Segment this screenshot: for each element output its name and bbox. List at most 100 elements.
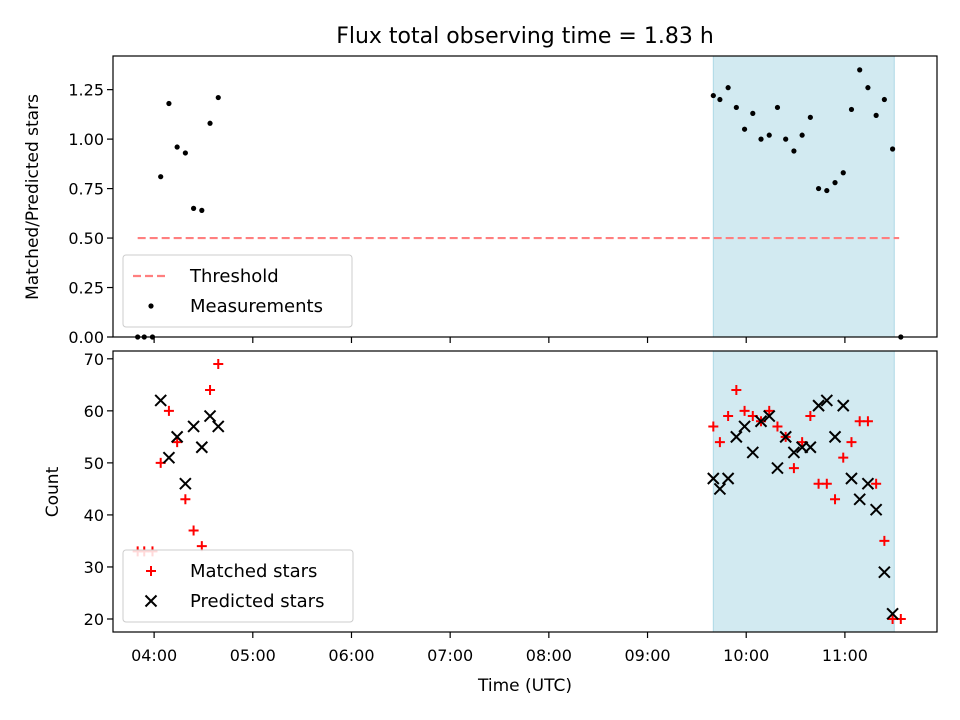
predicted-star-point: [869, 503, 883, 516]
measurement-point: [807, 114, 813, 120]
top-panel-ratio: 0.00 0.25 0.50 0.75 1.00 1.25 Matched/Predict…: [23, 55, 938, 347]
observing-window-shade-bottom: [712, 350, 895, 633]
predicted-star-point: [754, 415, 768, 428]
measurement-point: [824, 187, 830, 194]
measurement-point: [799, 132, 805, 138]
y-tick-label: 40: [84, 506, 104, 525]
matched-star-point: [739, 405, 750, 416]
legend-label: Measurements: [190, 296, 323, 317]
predicted-star-point: [707, 472, 720, 485]
measurement-point: [166, 100, 172, 107]
measurement-point: [766, 132, 772, 138]
marks-top: [135, 67, 904, 340]
x-axis-label: Time (UTC): [477, 676, 572, 696]
measurement-point: [881, 96, 887, 103]
x-tick-label: 11:00: [822, 646, 868, 665]
matched-star-point: [838, 452, 849, 463]
chart-title: Flux total observing time = 1.83 h: [336, 24, 714, 49]
legend-box: [122, 549, 354, 623]
legend-predicted-swatch: [144, 594, 158, 608]
measurement-point: [182, 150, 188, 156]
matched-star-point: [805, 411, 816, 422]
x-ticks-top: [153, 337, 846, 343]
matched-star-point: [862, 416, 873, 427]
y-tick-label: 1.00: [68, 130, 104, 149]
y-tick-label: 1.25: [68, 81, 104, 100]
matched-star-point: [821, 478, 832, 489]
measurement-point: [774, 104, 781, 111]
x-tick-label: 05:00: [230, 646, 276, 665]
y-tick-label: 30: [84, 558, 104, 577]
matched-star-point: [714, 437, 725, 448]
matched-star-point: [180, 494, 191, 505]
measurement-point: [791, 148, 797, 154]
matched-star-point: [764, 405, 775, 416]
measurement-point: [832, 180, 838, 186]
axes-frame-top: [112, 55, 938, 338]
measurement-point: [865, 85, 871, 91]
measurement-point: [158, 174, 164, 180]
legend-matched-swatch: [146, 566, 156, 576]
x-tick-label: 04:00: [131, 646, 177, 665]
predicted-star-point: [886, 607, 899, 620]
bottom-panel-counts: 20 30 40 50 60 70 04:00 05:00 06:00 07:00 08:00 09…: [43, 350, 938, 696]
measurement-point: [190, 205, 197, 211]
measurement-point: [725, 85, 731, 91]
matched-star-point: [188, 525, 199, 536]
legend-top: Threshold Measurements: [122, 254, 353, 328]
matched-star-point: [830, 494, 841, 505]
x-tick-label: 10:00: [723, 646, 769, 665]
measurement-point: [207, 120, 213, 126]
matched-star-point: [846, 437, 857, 448]
legend-measurement-swatch: [148, 303, 154, 309]
predicted-star-point: [730, 430, 743, 444]
matched-star-point: [772, 421, 783, 432]
matched-star-point: [708, 421, 719, 432]
predicted-star-point: [812, 399, 825, 412]
measurement-point: [717, 96, 723, 103]
y-tick-label: 70: [84, 350, 104, 369]
predicted-star-point: [771, 461, 784, 475]
predicted-star-point: [878, 565, 891, 579]
x-ticks-bottom: 04:00 05:00 06:00 07:00 08:00 09:00 10:00 11:00: [131, 632, 868, 665]
measurement-point: [848, 106, 855, 113]
measurement-point: [199, 207, 205, 213]
predicted-star-point: [763, 409, 776, 423]
matched-star-point: [723, 411, 734, 422]
axes-frame-bottom: [112, 350, 938, 633]
predicted-star-point: [738, 420, 751, 433]
measurement-point: [857, 67, 863, 73]
predicted-star-point: [779, 430, 792, 444]
measurement-point: [215, 94, 221, 101]
measurement-point: [889, 146, 896, 152]
matched-star-point: [788, 463, 799, 474]
y-axis-label-top: Matched/Predicted stars: [23, 94, 43, 300]
y-tick-label: 0.00: [68, 328, 104, 347]
predicted-star-point: [713, 482, 727, 496]
predicted-star-point: [721, 472, 735, 485]
y-ticks-top: 0.00 0.25 0.50 0.75 1.00 1.25: [68, 81, 113, 347]
predicted-star-point: [861, 477, 875, 490]
predicted-star-point: [820, 394, 834, 407]
y-tick-label: 20: [84, 610, 104, 629]
measurement-point: [873, 112, 879, 118]
marks-bottom: [132, 359, 906, 624]
predicted-star-point: [837, 399, 850, 412]
x-tick-label: 07:00: [427, 646, 473, 665]
measurement-point: [840, 170, 846, 176]
predicted-star-point: [187, 420, 200, 433]
legend-bottom: Matched stars Predicted stars: [122, 549, 354, 623]
y-ticks-bottom: 20 30 40 50 60 70: [84, 350, 113, 629]
y-tick-label: 50: [84, 454, 104, 473]
predicted-star-point: [212, 420, 225, 433]
legend-box: [122, 254, 353, 328]
predicted-star-point: [170, 430, 184, 444]
x-tick-label: 06:00: [328, 646, 374, 665]
measurement-point: [174, 144, 180, 150]
predicted-star-point: [154, 394, 167, 407]
matched-star-point: [205, 385, 216, 396]
legend-label: Matched stars: [190, 561, 317, 582]
y-tick-label: 0.75: [68, 180, 104, 199]
matched-star-point: [871, 478, 882, 489]
